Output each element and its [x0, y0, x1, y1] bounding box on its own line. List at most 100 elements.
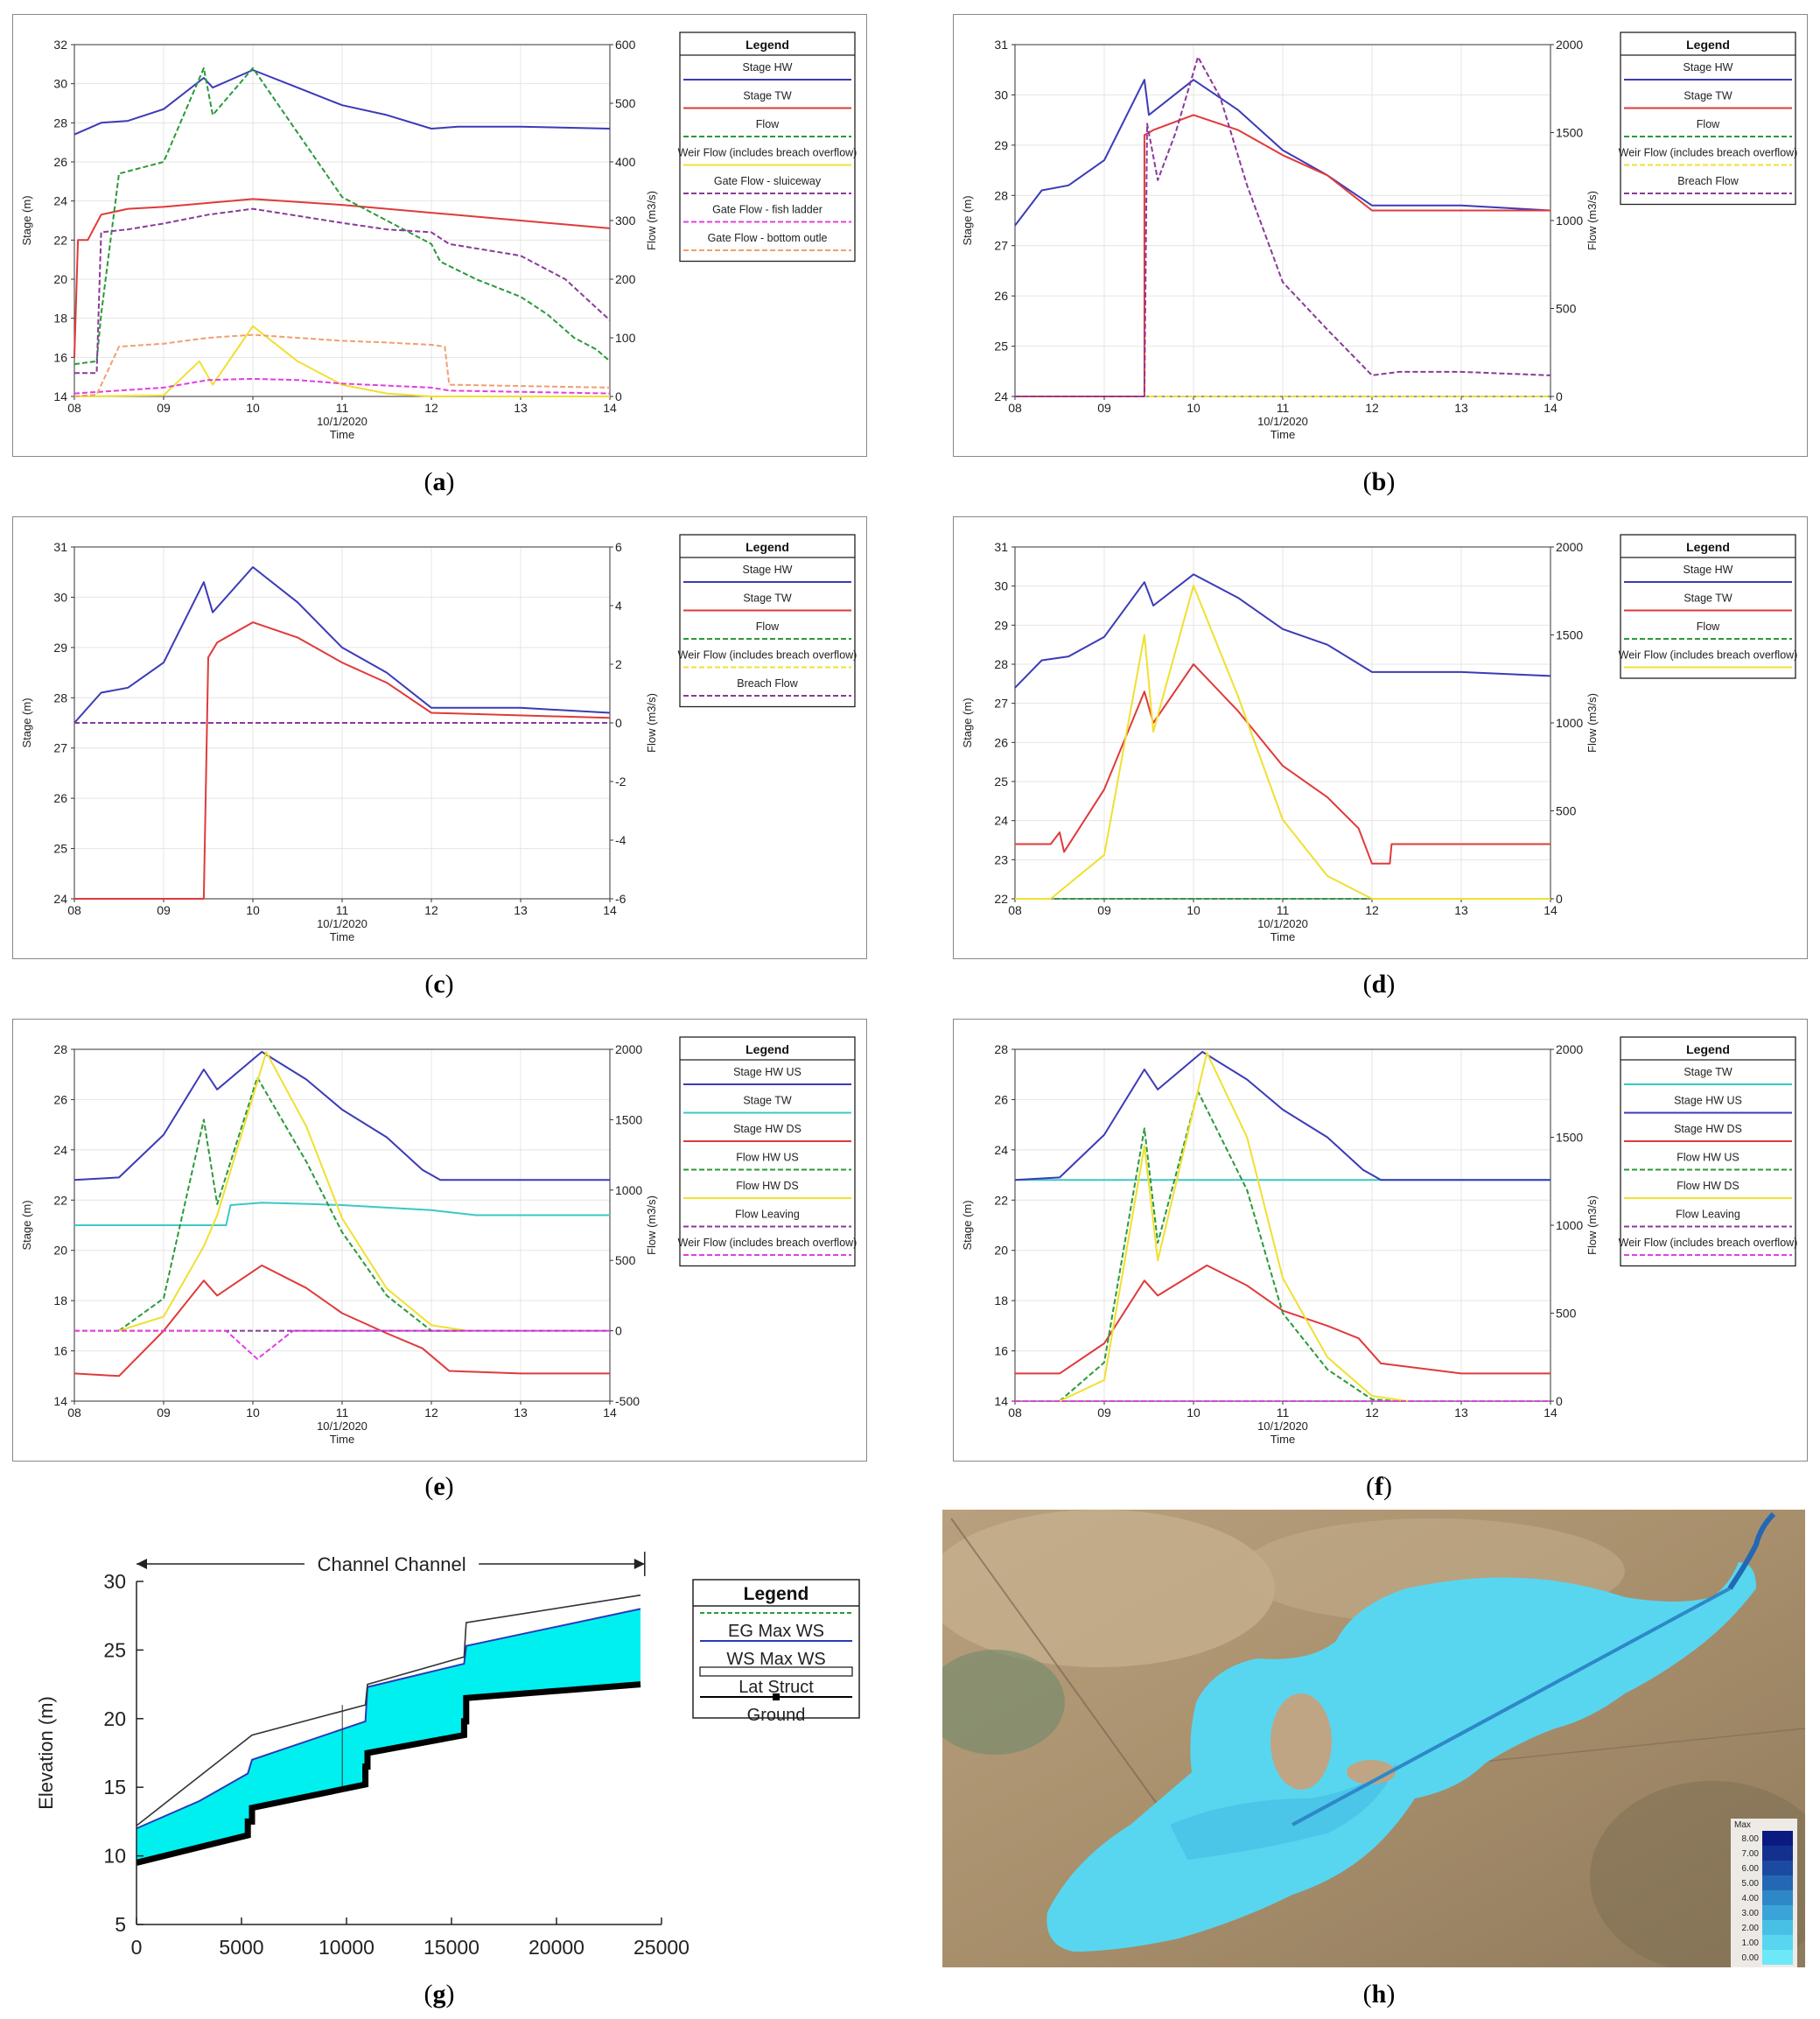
- x-tick-label: 09: [157, 1406, 171, 1420]
- x-tick-label: 5000: [219, 1936, 263, 1959]
- x-tick-label: 10000: [318, 1936, 374, 1959]
- legend-label: Flow Leaving: [1676, 1209, 1740, 1221]
- series-line-3: [1015, 585, 1550, 900]
- y2-tick-label: 300: [615, 214, 636, 228]
- y-tick-label: 29: [994, 618, 1008, 632]
- y2-tick-label: 500: [1556, 1307, 1577, 1321]
- water-fill: [136, 1609, 640, 1863]
- y-tick-label: 5: [115, 1913, 126, 1936]
- y-axis-label: Stage (m): [961, 195, 974, 245]
- chart-d: 22 23 24 25 26 27 28 29 30 31 0 500 1000 1500 2000 08 09…: [961, 534, 1797, 943]
- legend-label: Flow HW DS: [1676, 1180, 1740, 1192]
- series-line-4: [1059, 1052, 1408, 1402]
- map-legend-swatch: [1762, 1831, 1793, 1846]
- x-tick-label: 10: [246, 903, 260, 917]
- legend-label: Flow Leaving: [735, 1209, 800, 1221]
- x-axis-label: Time: [330, 428, 354, 441]
- x-tick-label: 13: [1454, 903, 1468, 917]
- legend-label: Flow: [756, 620, 780, 633]
- y-tick-label: 24: [994, 1143, 1008, 1157]
- series-line-5: [74, 377, 611, 395]
- caption-f: (f): [1366, 1472, 1392, 1501]
- panel-e: 14 16 18 20 22 24 26 28 -500 0 500 1000 1500 2000 08 09…: [12, 1019, 867, 1462]
- panel-f: 14 16 18 20 22 24 26 28 0 500 1000 1500 2000 08 09 10 11…: [953, 1019, 1808, 1462]
- legend-label: Flow HW US: [736, 1152, 799, 1164]
- caption-e: (e): [424, 1472, 454, 1501]
- y-tick-label: 25: [994, 340, 1008, 354]
- island: [1270, 1693, 1332, 1790]
- map-legend-swatch: [1762, 1920, 1793, 1935]
- panel-h: Max 8.00 7.00 6.00 5.00 4.00 3.00 2.00 1.00 0.00: [925, 1510, 1820, 1973]
- caption-h: (h): [1362, 1980, 1396, 2008]
- legend-label: Stage HW DS: [1674, 1123, 1742, 1135]
- y2-tick-label: 500: [615, 96, 636, 110]
- x-tick-label: 11: [1277, 903, 1290, 917]
- island: [1347, 1760, 1396, 1784]
- x-tick-label: 09: [157, 903, 171, 917]
- legend-label: Gate Flow - fish ladder: [712, 204, 822, 216]
- y-tick-label: 18: [53, 1293, 67, 1307]
- y-tick-label: 26: [994, 1092, 1008, 1106]
- y2-tick-label: 0: [615, 1324, 622, 1338]
- y-tick-label: 27: [994, 697, 1008, 711]
- y-tick-label: 26: [994, 289, 1008, 303]
- legend-title: Legend: [1686, 38, 1730, 52]
- y2-axis-label: Flow (m3/s): [645, 1195, 658, 1255]
- y2-tick-label: 0: [1556, 1394, 1563, 1408]
- legend-title: Legend: [1686, 540, 1730, 554]
- y-tick-label: 20: [103, 1707, 126, 1730]
- y-tick-label: 28: [994, 1042, 1008, 1056]
- legend-title: Legend: [744, 1584, 809, 1604]
- ws-line: [136, 1608, 641, 1830]
- legend-label: Ground: [747, 1706, 806, 1725]
- y2-tick-label: 1500: [1556, 1131, 1583, 1145]
- series-line-2: [74, 67, 611, 366]
- y-tick-label: 31: [994, 540, 1008, 554]
- y2-tick-label: 2: [615, 657, 622, 671]
- y-tick-label: 27: [994, 239, 1008, 253]
- x-tick-label: 14: [603, 903, 617, 917]
- y2-tick-label: 1000: [1556, 716, 1583, 730]
- panel-b: 24 25 26 27 28 29 30 31 0 500 1000 1500 2000 08 09 10 11…: [953, 14, 1808, 457]
- caption-b: (b): [1362, 467, 1396, 496]
- chart-title: Channel Channel: [318, 1553, 466, 1575]
- series-line-6: [74, 1329, 610, 1360]
- y2-axis-label: Flow (m3/s): [645, 191, 658, 250]
- x-tick-label: 11: [336, 903, 349, 917]
- legend-label: Stage HW: [1684, 564, 1733, 576]
- y-tick-label: 25: [53, 842, 67, 856]
- arrow-right: [634, 1559, 645, 1569]
- caption-d: (d): [1362, 970, 1396, 999]
- series-line-1: [74, 1202, 610, 1226]
- y2-axis-label: Flow (m3/s): [1586, 191, 1599, 250]
- legend-label: Stage TW: [1684, 1066, 1732, 1078]
- y2-axis-label: Flow (m3/s): [645, 693, 658, 753]
- y-axis-label: Stage (m): [20, 195, 33, 245]
- x-tick-label: 11: [1277, 401, 1290, 415]
- ground-line: [136, 1681, 641, 1866]
- legend-label: Stage HW US: [733, 1066, 802, 1078]
- y-tick-label: 31: [994, 38, 1008, 52]
- map-legend-value: 5.00: [1742, 1879, 1760, 1889]
- series-line-4: [118, 1051, 467, 1332]
- terrain-patch: [925, 1510, 1275, 1667]
- y-tick-label: 31: [53, 540, 67, 554]
- y-tick-label: 30: [53, 590, 67, 604]
- y-tick-label: 28: [53, 691, 67, 705]
- caption-g: (g): [424, 1980, 455, 2008]
- x-tick-label: 10: [246, 401, 260, 415]
- y-tick-label: 24: [994, 814, 1008, 828]
- map-legend-value: 0.00: [1742, 1953, 1760, 1963]
- x-date-label: 10/1/2020: [317, 1420, 368, 1433]
- x-tick-label: 14: [603, 1406, 617, 1420]
- chart-g: 510152025300500010000150002000025000Main…: [35, 1552, 860, 1999]
- y-tick-label: 16: [53, 1344, 67, 1358]
- x-tick-label: 13: [1454, 401, 1468, 415]
- y2-tick-label: 1500: [615, 1112, 642, 1126]
- y-tick-label: 32: [53, 38, 67, 52]
- x-tick-label: 11: [336, 1406, 349, 1420]
- x-tick-label: 12: [1365, 903, 1379, 917]
- x-tick-label: 10: [1186, 401, 1200, 415]
- y2-tick-label: 100: [615, 331, 636, 345]
